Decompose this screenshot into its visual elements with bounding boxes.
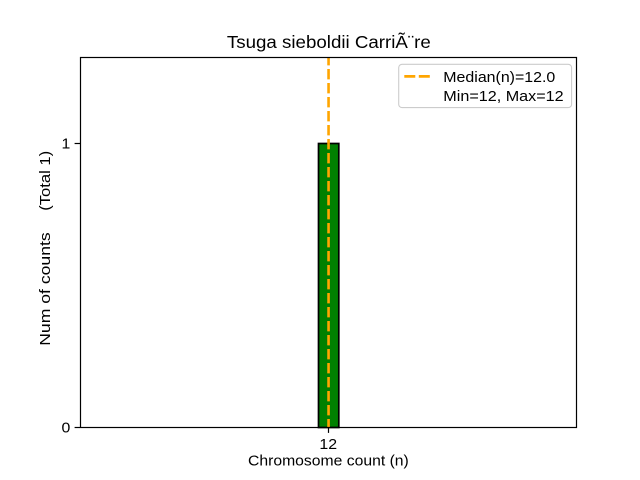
svg-text:0: 0	[62, 420, 71, 436]
svg-text:Tsuga sieboldii CarriÃ¨re: Tsuga sieboldii CarriÃ¨re	[227, 31, 431, 52]
svg-text:Chromosome count (n): Chromosome count (n)	[248, 454, 409, 470]
svg-text:1: 1	[62, 137, 71, 153]
svg-text:Min=12, Max=12: Min=12, Max=12	[443, 89, 563, 105]
svg-text:12: 12	[319, 437, 337, 453]
svg-text:(Total 1): (Total 1)	[38, 151, 54, 211]
svg-text:Median(n)=12.0: Median(n)=12.0	[443, 70, 555, 86]
svg-text:Num of counts: Num of counts	[38, 232, 54, 346]
